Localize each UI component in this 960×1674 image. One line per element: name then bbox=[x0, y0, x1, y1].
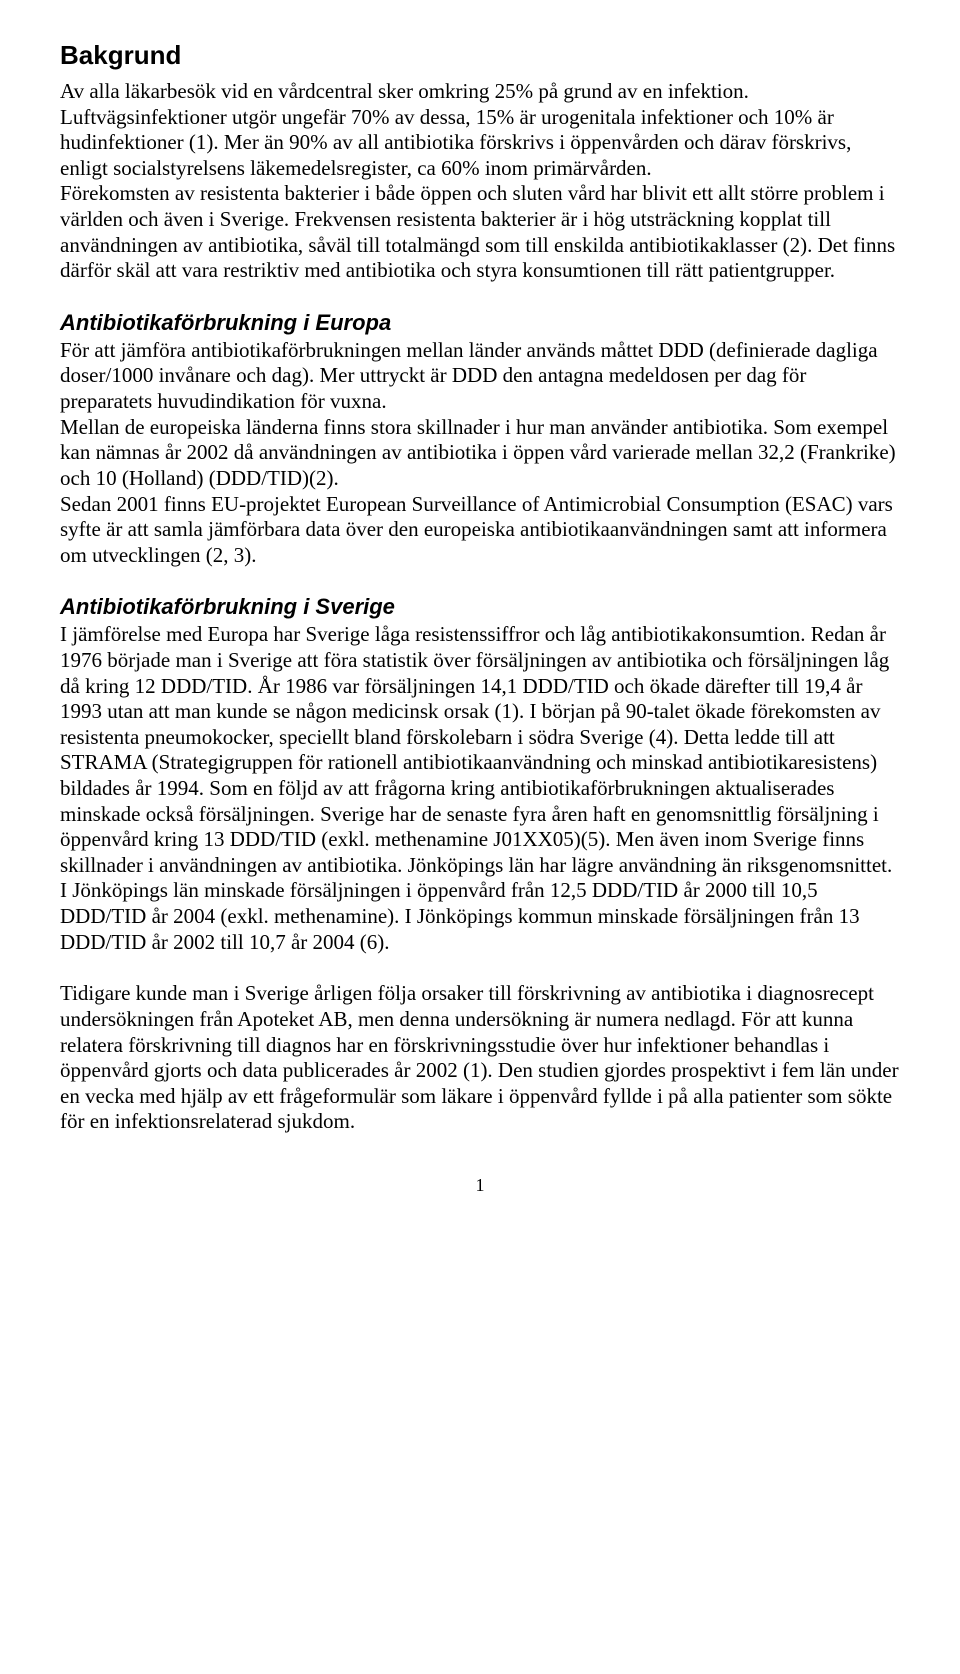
section-europe: Antibiotikaförbrukning i Europa För att … bbox=[60, 310, 900, 568]
paragraph-text: För att jämföra antibiotikaförbrukningen… bbox=[60, 338, 878, 413]
page-title: Bakgrund bbox=[60, 40, 900, 71]
section-sweden: Antibiotikaförbrukning i Sverige I jämfö… bbox=[60, 594, 900, 1135]
paragraph-text: Förekomsten av resistenta bakterier i bå… bbox=[60, 181, 895, 282]
body-paragraph: I jämförelse med Europa har Sverige låga… bbox=[60, 622, 900, 955]
paragraph-text: Av alla läkarbesök vid en vårdcentral sk… bbox=[60, 79, 851, 180]
body-paragraph: Av alla läkarbesök vid en vårdcentral sk… bbox=[60, 79, 900, 284]
paragraph-text: Mellan de europeiska länderna finns stor… bbox=[60, 415, 896, 490]
document-page: Bakgrund Av alla läkarbesök vid en vårdc… bbox=[0, 0, 960, 1236]
section-heading: Antibiotikaförbrukning i Sverige bbox=[60, 594, 900, 620]
body-paragraph: För att jämföra antibiotikaförbrukningen… bbox=[60, 338, 900, 568]
paragraph-text: Sedan 2001 finns EU-projektet European S… bbox=[60, 492, 893, 567]
page-number: 1 bbox=[60, 1175, 900, 1196]
body-paragraph: Tidigare kunde man i Sverige årligen föl… bbox=[60, 981, 900, 1135]
section-heading: Antibiotikaförbrukning i Europa bbox=[60, 310, 900, 336]
